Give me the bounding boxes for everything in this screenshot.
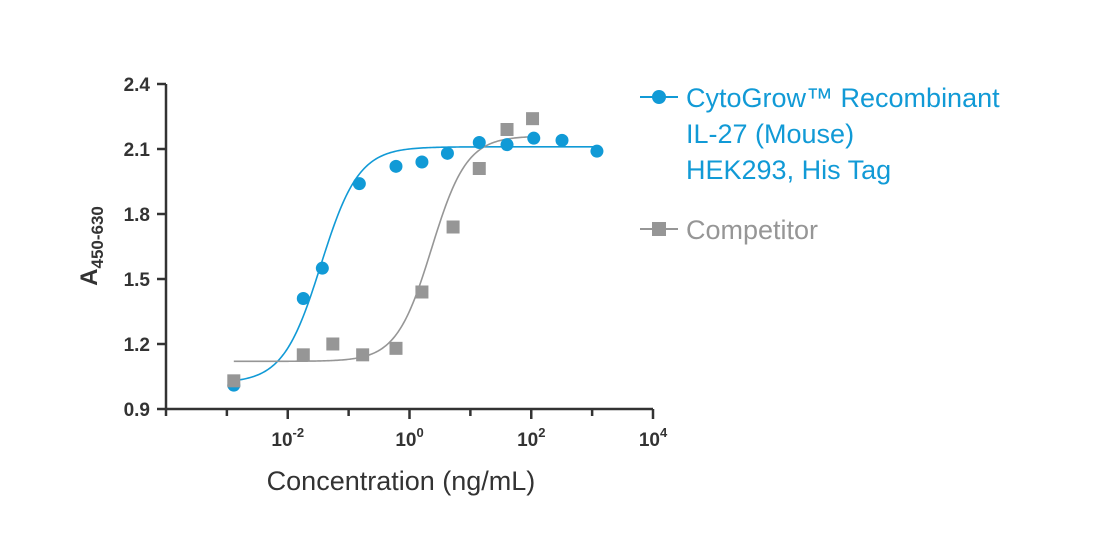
x-tick-label: 10-2 — [271, 425, 304, 451]
legend-marker-circle — [652, 90, 666, 104]
legend-label: HEK293, His Tag — [686, 155, 891, 185]
data-point-series-1 — [440, 146, 454, 160]
data-point-series-1 — [500, 138, 514, 152]
y-axis-label-sub: 450-630 — [88, 206, 107, 268]
legend: CytoGrow™ Recombinant IL-27 (Mouse) HEK293… — [640, 83, 1000, 245]
data-points — [227, 112, 604, 392]
data-point-series-2 — [227, 374, 241, 388]
y-axis-label-main: A — [76, 269, 103, 286]
data-point-series-1 — [590, 144, 604, 158]
legend-label: CytoGrow™ Recombinant — [686, 83, 1000, 113]
data-point-series-2 — [472, 162, 486, 175]
data-point-series-2 — [446, 220, 460, 234]
legend-item-series-1: CytoGrow™ Recombinant IL-27 (Mouse) HEK293… — [640, 83, 1000, 185]
data-point-series-2 — [356, 348, 370, 362]
data-point-series-1 — [527, 131, 541, 145]
data-point-series-2 — [526, 112, 540, 126]
data-point-series-1 — [472, 136, 486, 149]
legend-label: Competitor — [686, 215, 818, 245]
axes: 0.9 1.2 1.5 1.8 2.1 2.4 10-2 100 102 104 — [124, 75, 668, 451]
y-tick-label: 1.8 — [124, 205, 150, 226]
data-point-series-1 — [315, 261, 329, 275]
data-point-series-1 — [389, 159, 403, 173]
legend-label: IL-27 (Mouse) — [686, 119, 854, 149]
x-tick-label: 100 — [395, 425, 423, 451]
data-point-series-1 — [352, 177, 366, 191]
data-point-series-1 — [555, 133, 569, 147]
data-point-series-2 — [296, 348, 310, 362]
data-point-series-1 — [296, 292, 310, 305]
x-tick-label: 104 — [639, 425, 668, 451]
data-point-series-2 — [389, 341, 403, 355]
y-tick-label: 2.1 — [124, 140, 151, 161]
data-point-series-2 — [415, 285, 429, 299]
y-tick-label: 2.4 — [124, 75, 151, 96]
fit-curve-series-2 — [233, 135, 533, 363]
x-axis-label: Concentration (ng/mL) — [267, 466, 536, 496]
data-point-series-2 — [500, 123, 514, 136]
y-axis-label: A450-630 — [76, 206, 107, 286]
x-tick-label: 102 — [517, 425, 545, 451]
fit-curves — [233, 135, 597, 382]
data-point-series-2 — [326, 337, 340, 351]
legend-item-series-2: Competitor — [640, 215, 818, 245]
legend-marker-square — [652, 222, 666, 236]
data-point-series-1 — [415, 155, 429, 169]
y-tick-label: 0.9 — [124, 400, 150, 421]
y-tick-label: 1.5 — [124, 270, 151, 291]
y-tick-label: 1.2 — [124, 335, 150, 356]
fit-curve-series-1 — [233, 146, 597, 382]
